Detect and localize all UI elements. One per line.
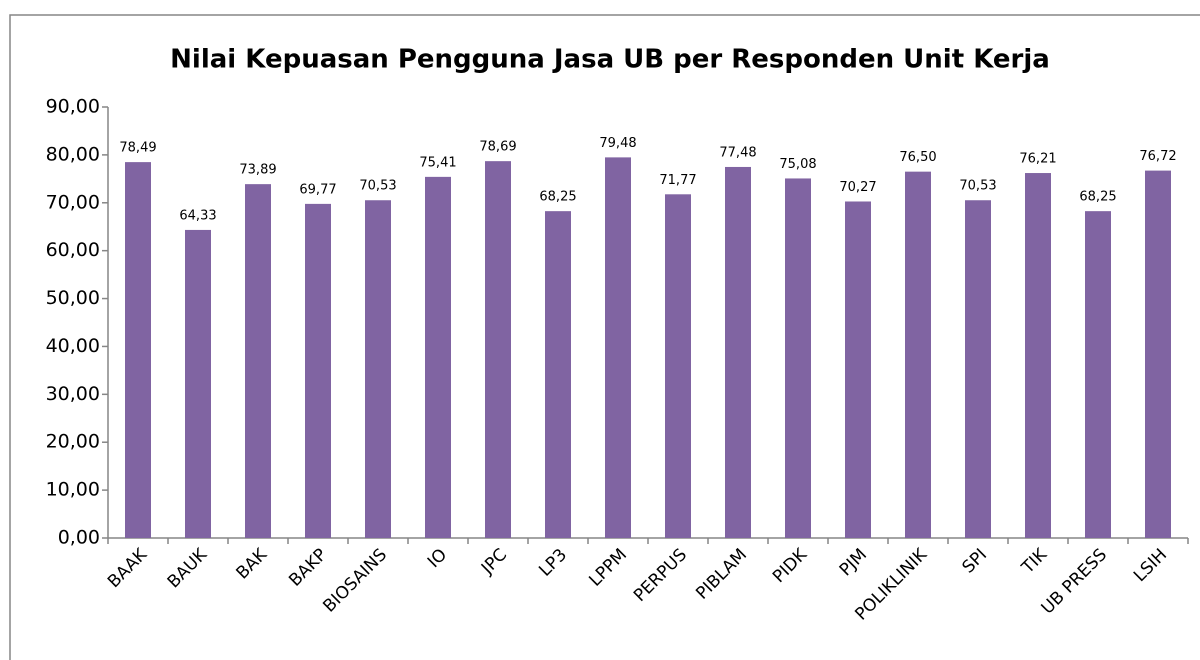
data-label: 75,08 [779,157,816,172]
bar [1025,173,1051,539]
bar [905,171,931,538]
bar [365,200,391,538]
data-label: 71,77 [659,173,696,188]
bar [1085,211,1111,539]
bar [605,157,631,539]
bar [185,229,211,538]
data-label: 79,48 [599,136,636,151]
data-label: 69,77 [299,182,336,197]
chart-title: Nilai Kepuasan Pengguna Jasa UB per Resp… [170,45,1050,75]
bar [545,211,571,539]
y-tick-label: 10,00 [46,479,100,501]
y-tick-label: 80,00 [46,143,100,165]
y-tick-label: 70,00 [46,191,100,213]
y-tick-label: 30,00 [46,383,100,405]
y-tick-label: 20,00 [46,431,100,453]
data-label: 78,49 [119,141,156,156]
data-label: 77,48 [719,145,756,160]
y-tick-label: 50,00 [46,287,100,309]
data-label: 68,25 [1079,190,1116,205]
data-label: 70,53 [359,179,396,194]
bar [1145,170,1171,539]
bar [305,203,331,539]
bar [725,166,751,538]
bar [125,162,151,538]
data-label: 70,53 [959,179,996,194]
data-label: 73,89 [239,163,276,178]
bar [245,184,271,539]
data-label: 64,33 [179,208,216,223]
data-label: 78,69 [479,140,516,155]
bar [665,194,691,538]
bar [785,178,811,538]
y-tick-label: 60,00 [46,239,100,261]
y-tick-label: 40,00 [46,335,100,357]
bar [485,161,511,538]
data-label: 70,27 [839,180,876,195]
data-label: 68,25 [539,190,576,205]
bar [965,200,991,538]
data-label: 76,72 [1139,149,1176,164]
bar [845,201,871,538]
y-tick-label: 0,00 [58,527,100,549]
data-label: 76,50 [899,150,936,165]
data-label: 76,21 [1019,152,1056,167]
data-label: 75,41 [419,155,456,170]
y-tick-label: 90,00 [46,96,100,118]
bar [425,176,451,539]
